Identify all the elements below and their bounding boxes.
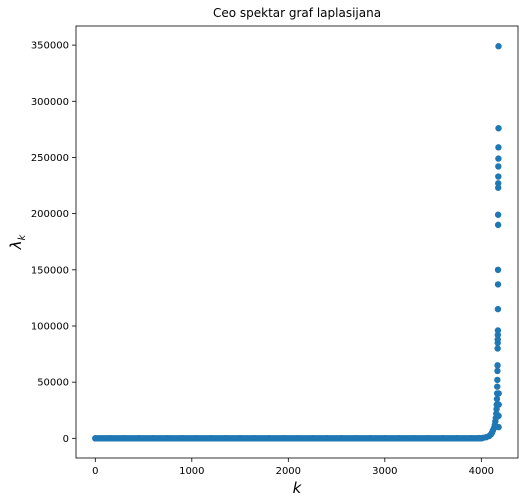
y-tick-label: 100000	[31, 321, 69, 332]
data-point	[495, 180, 502, 187]
data-point	[494, 362, 501, 369]
data-point	[178, 435, 186, 442]
y-axis-ticks: 0 50000 100000 150000 200000 250000 300000 3500…	[31, 41, 76, 445]
data-point	[494, 345, 501, 352]
y-tick-label: 250000	[31, 153, 69, 164]
data-point	[280, 435, 287, 442]
data-point	[468, 435, 475, 442]
data-point	[493, 395, 501, 403]
data-point	[494, 383, 501, 390]
y-axis-label: λk	[7, 233, 28, 250]
data-point	[494, 221, 502, 229]
data-point	[494, 305, 502, 313]
data-point	[425, 435, 432, 442]
data-point	[251, 435, 258, 442]
data-point	[494, 327, 502, 334]
chart-title: Ceo spektar graf laplasijana	[213, 6, 381, 20]
data-point	[338, 435, 345, 442]
data-point	[265, 435, 273, 442]
y-tick-label: 0	[63, 434, 69, 445]
y-tick-label: 300000	[31, 97, 69, 108]
data-point	[495, 155, 502, 162]
data-point	[495, 173, 502, 180]
data-point	[150, 435, 157, 442]
data-point	[495, 423, 502, 431]
data-point	[381, 435, 389, 442]
data-point	[396, 435, 403, 442]
data-point	[494, 266, 502, 274]
data-point	[164, 435, 171, 442]
data-points	[92, 43, 502, 442]
data-point	[135, 435, 142, 442]
data-point	[352, 435, 360, 442]
plot-area	[75, 25, 519, 459]
x-tick-label: 2000	[276, 466, 301, 477]
data-point	[236, 435, 244, 442]
data-point	[495, 144, 502, 151]
data-point	[495, 401, 502, 408]
y-axis-label-symbol: λ	[7, 240, 25, 250]
data-point	[323, 435, 331, 442]
data-point	[410, 435, 417, 442]
y-tick-label: 200000	[31, 209, 69, 220]
data-point	[494, 367, 501, 375]
data-point	[207, 435, 215, 442]
x-tick-label: 0	[92, 466, 98, 477]
data-point	[294, 435, 302, 442]
y-tick-label: 350000	[31, 41, 69, 52]
x-tick-label: 3000	[372, 466, 397, 477]
data-point	[495, 163, 502, 170]
plot-frame	[75, 25, 519, 459]
x-axis-label: k	[293, 479, 303, 497]
data-point	[495, 390, 502, 397]
data-point	[495, 184, 502, 191]
data-point	[494, 331, 502, 339]
data-point	[309, 435, 316, 442]
y-axis-label-subscript: k	[17, 233, 28, 240]
data-point	[495, 412, 502, 420]
x-tick-label: 1000	[179, 466, 204, 477]
data-point	[494, 281, 502, 288]
data-point	[222, 435, 229, 442]
data-point	[92, 435, 99, 442]
data-point	[495, 43, 502, 50]
data-point	[106, 435, 113, 442]
data-point	[367, 435, 374, 442]
x-tick-label: 4000	[469, 466, 494, 477]
data-point	[454, 435, 461, 442]
y-tick-label: 150000	[31, 265, 69, 276]
data-point	[494, 376, 501, 384]
data-point	[494, 211, 502, 218]
data-point	[494, 336, 501, 343]
data-point	[193, 435, 200, 442]
x-axis-ticks: 0 1000 2000 3000 4000	[92, 458, 494, 477]
data-point	[495, 125, 502, 132]
data-point	[439, 435, 446, 442]
data-point	[121, 435, 128, 442]
y-tick-label: 50000	[37, 378, 69, 389]
